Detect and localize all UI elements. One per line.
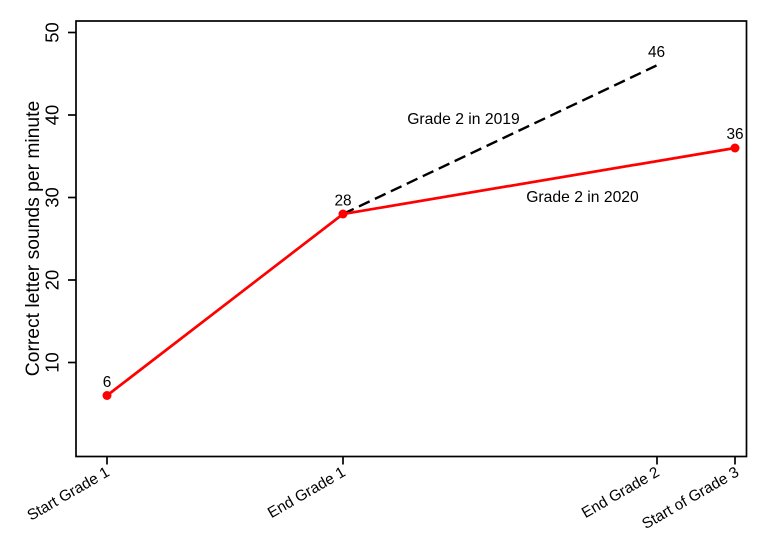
svg-text:50: 50 xyxy=(42,22,63,43)
svg-text:40: 40 xyxy=(42,105,63,126)
svg-text:Grade 2 in 2019: Grade 2 in 2019 xyxy=(407,111,520,128)
svg-text:Grade 2 in 2020: Grade 2 in 2020 xyxy=(526,189,639,206)
svg-text:46: 46 xyxy=(648,44,665,61)
svg-text:36: 36 xyxy=(726,126,743,143)
svg-text:10: 10 xyxy=(42,352,63,373)
svg-text:20: 20 xyxy=(42,270,63,291)
svg-text:28: 28 xyxy=(334,193,351,210)
svg-text:Correct letter sounds per minu: Correct letter sounds per minute xyxy=(23,101,44,376)
svg-text:30: 30 xyxy=(42,187,63,208)
svg-text:6: 6 xyxy=(103,374,112,391)
